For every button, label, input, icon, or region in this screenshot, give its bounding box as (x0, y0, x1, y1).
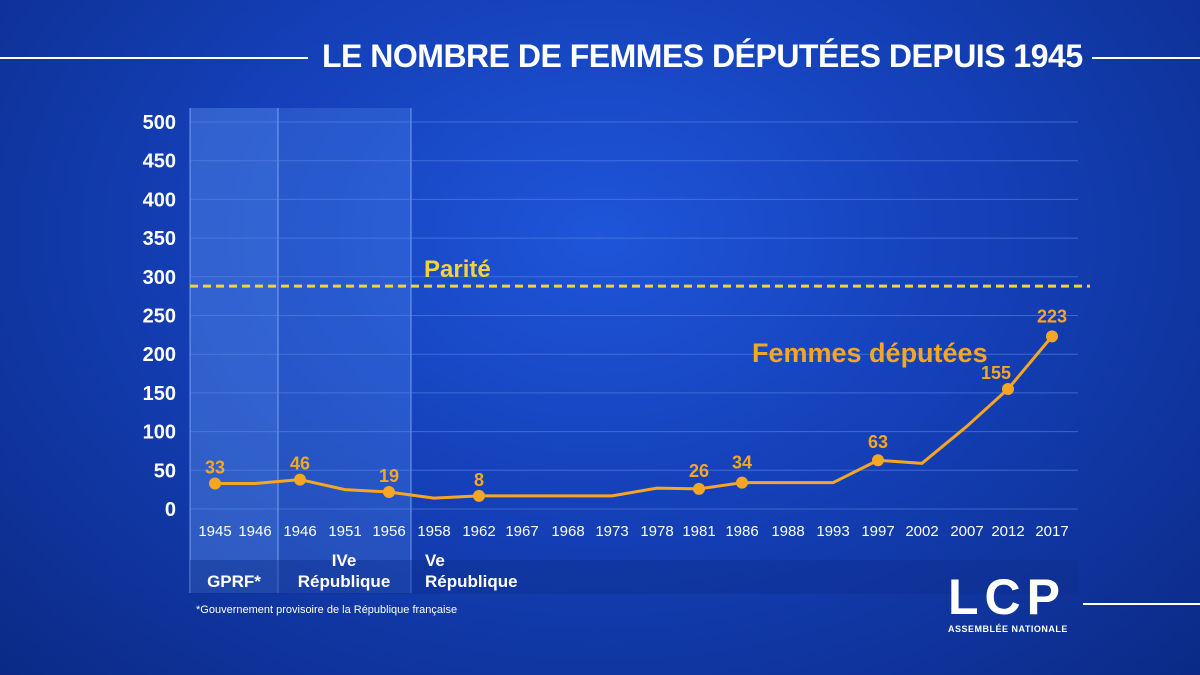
period-backgrounds (189, 108, 1078, 594)
x-axis: 1945 1946 1946 1951 1956 1958 1962 1967 1968 1973… (198, 523, 1068, 540)
data-label-15: 63 (868, 432, 888, 452)
title-row: LE NOMBRE DE FEMMES DÉPUTÉES DEPUIS 1945 (0, 30, 1200, 80)
x-tick-label-9: 1973 (595, 523, 628, 540)
y-tick-label-250: 250 (143, 306, 176, 328)
x-tick-label-7: 1967 (505, 523, 538, 540)
x-tick-label-2: 1946 (283, 523, 316, 540)
data-label-2: 46 (290, 454, 310, 474)
y-tick-label-450: 450 (143, 151, 176, 173)
x-tick-label-1: 1946 (238, 523, 271, 540)
series-label-femmes-deputees: Femmes députées (752, 338, 988, 368)
data-point-11 (693, 482, 705, 495)
series-line-femmes-deputees (215, 335, 1054, 500)
data-point-19 (1046, 330, 1058, 343)
series-group: 33 46 19 8 26 34 63 155 223 Femmes députées (205, 306, 1067, 502)
parity-label: Parité (424, 256, 491, 283)
x-tick-label-16: 2002 (905, 523, 938, 540)
data-point-15 (872, 454, 884, 467)
x-tick-label-3: 1951 (328, 523, 361, 540)
x-tick-label-19: 2017 (1035, 523, 1068, 540)
data-point-12 (736, 476, 748, 489)
logo-wordmark: LCP (948, 569, 1066, 625)
lcp-logo: LCP ASSEMBLÉE NATIONALE (948, 572, 1080, 634)
x-tick-label-12: 1986 (725, 523, 758, 540)
parity-line-group: Parité (190, 256, 1090, 288)
logo-line (1083, 603, 1200, 605)
period-label-ivrep-line1: IVe (332, 551, 357, 570)
data-point-6 (473, 489, 485, 502)
data-label-12: 34 (732, 453, 752, 473)
y-tick-label-200: 200 (143, 344, 176, 366)
period-bg-ivrep (278, 108, 411, 593)
period-label-ivrep-line2: République (298, 572, 391, 591)
x-tick-label-15: 1997 (861, 523, 894, 540)
x-tick-label-11: 1981 (682, 523, 715, 540)
x-tick-label-5: 1958 (417, 523, 450, 540)
data-point-18 (1002, 383, 1014, 396)
x-tick-label-17: 2007 (950, 523, 983, 540)
x-tick-label-6: 1962 (462, 523, 495, 540)
period-label-vrep-line2: République (425, 572, 518, 591)
period-labels: GPRF* IVe République Ve République (207, 551, 517, 591)
data-label-0: 33 (205, 457, 225, 477)
y-tick-label-400: 400 (143, 189, 176, 211)
title-line-left (0, 57, 308, 59)
x-tick-label-14: 1993 (816, 523, 849, 540)
y-tick-label-50: 50 (154, 460, 176, 482)
chart-title: LE NOMBRE DE FEMMES DÉPUTÉES DEPUIS 1945 (322, 38, 1083, 74)
data-point-4 (383, 485, 395, 498)
y-tick-label-150: 150 (143, 383, 176, 405)
x-tick-label-0: 1945 (198, 523, 231, 540)
period-label-band (190, 560, 1078, 594)
data-point-2 (294, 473, 306, 486)
x-tick-label-13: 1988 (771, 523, 804, 540)
x-tick-label-18: 2012 (991, 523, 1024, 540)
footnote: *Gouvernement provisoire de la Républiqu… (196, 604, 458, 616)
period-label-vrep-line1: Ve (425, 551, 445, 570)
y-tick-label-350: 350 (143, 228, 176, 250)
y-tick-label-500: 500 (143, 112, 176, 134)
data-label-18: 155 (981, 363, 1011, 383)
grid-lines (190, 121, 1078, 510)
data-label-4: 19 (379, 466, 399, 486)
y-tick-label-300: 300 (143, 267, 176, 289)
x-tick-label-10: 1978 (640, 523, 673, 540)
title-line-right (1092, 57, 1200, 59)
data-label-6: 8 (474, 470, 484, 490)
period-label-gprf: GPRF* (207, 572, 261, 591)
data-label-19: 223 (1037, 306, 1067, 326)
period-bg-gprf (190, 108, 278, 593)
x-tick-label-4: 1956 (372, 523, 405, 540)
x-tick-label-8: 1968 (551, 523, 584, 540)
data-label-11: 26 (689, 461, 709, 481)
data-point-0 (209, 477, 221, 490)
y-axis: 0 50 100 150 200 250 300 350 400 450 500 (143, 112, 176, 521)
y-tick-label-100: 100 (143, 422, 176, 444)
logo-subtitle: ASSEMBLÉE NATIONALE (948, 624, 1068, 634)
y-tick-label-0: 0 (165, 499, 176, 521)
